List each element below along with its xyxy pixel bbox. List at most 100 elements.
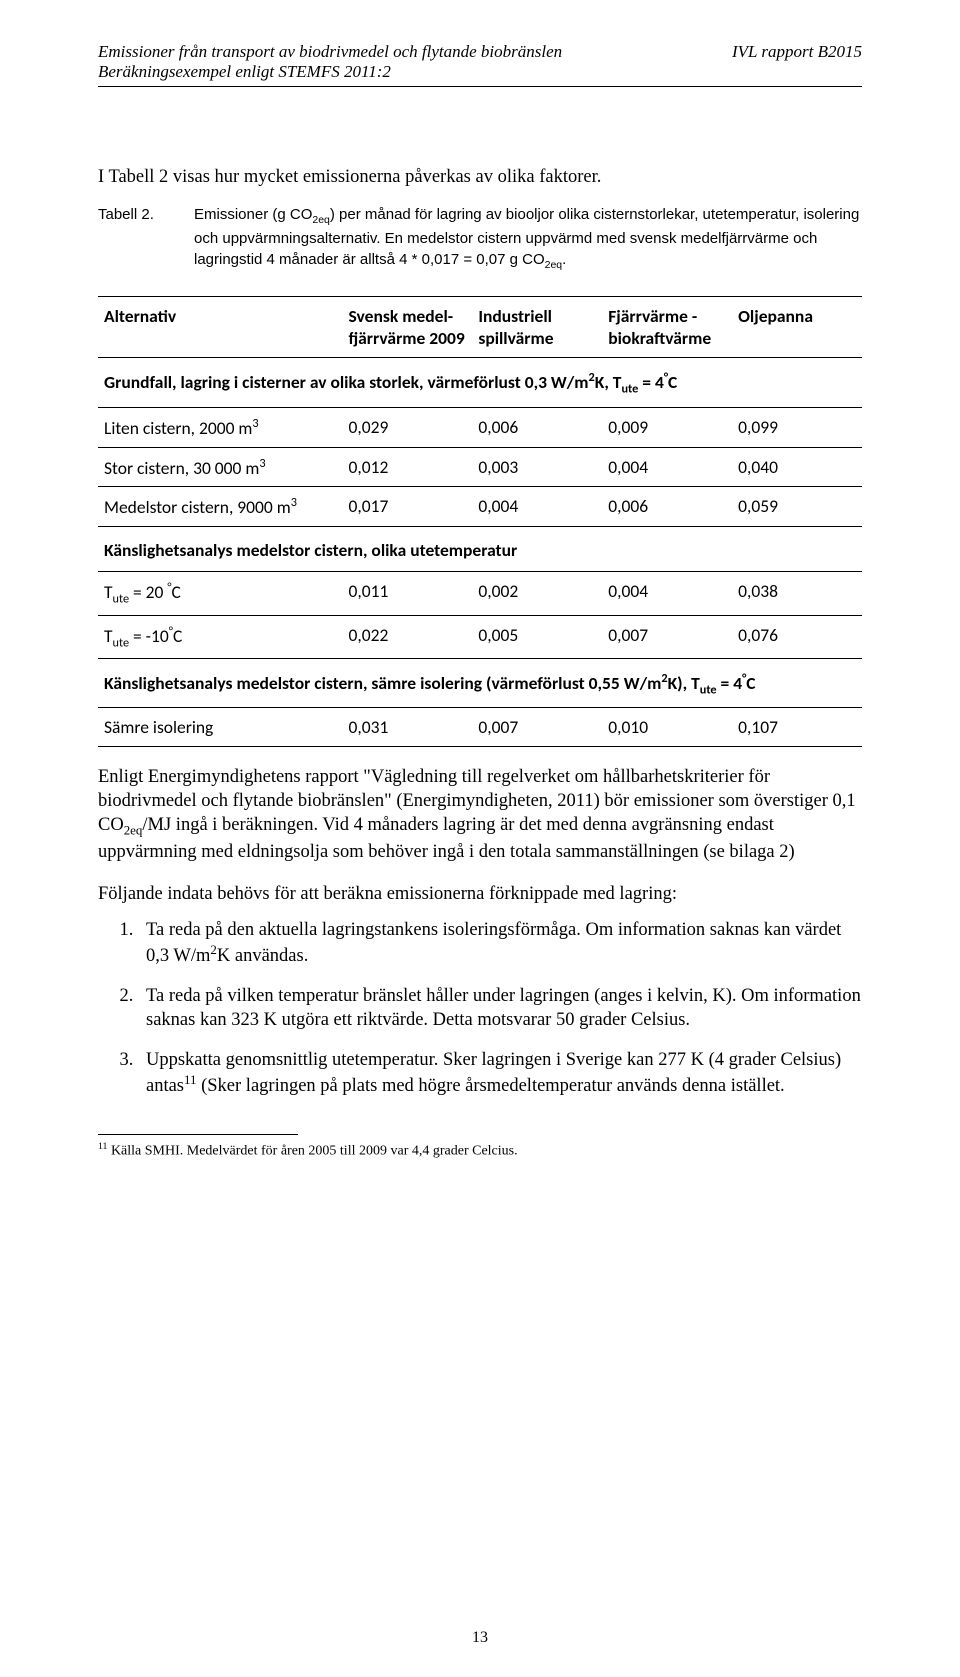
li3sup: 11: [184, 1072, 196, 1087]
r3-v2: 0,004: [472, 487, 602, 527]
r4-v2: 0,002: [472, 572, 602, 615]
th-ind-a: Industriell: [478, 305, 552, 327]
section3-title: Känslighetsanalys medelstor cistern, säm…: [98, 658, 862, 707]
s1a: Grundfall, lagring i cisterner av olika …: [104, 371, 589, 393]
r3-v3: 0,006: [602, 487, 732, 527]
caption-sub1: 2eq: [312, 214, 330, 226]
page: Emissioner från transport av biodrivmede…: [0, 0, 960, 1677]
table-row: Medelstor cistern, 9000 m3 0,017 0,004 0…: [98, 487, 862, 527]
r4a: T: [104, 581, 113, 603]
r3-v1: 0,017: [342, 487, 472, 527]
section-head-1: Grundfall, lagring i cisterner av olika …: [98, 358, 862, 407]
r3-la: Medelstor cistern, 9000 m: [104, 496, 291, 518]
r6-v3: 0,010: [602, 708, 732, 747]
r2-la: Stor cistern, 30 000 m: [104, 456, 259, 478]
s3b: K), T: [668, 672, 700, 694]
s3d: C: [746, 672, 755, 694]
s1sub: ute: [621, 382, 638, 397]
page-number: 13: [0, 1629, 960, 1647]
th-fjarr-a: Fjärrvärme -: [608, 305, 697, 327]
r4b: = 20: [129, 581, 167, 603]
footnote-separator: [98, 1134, 298, 1135]
table-header-row: Alternativ Svensk medel- fjärrvärme 2009…: [98, 297, 862, 358]
th-oljepanna: Oljepanna: [732, 297, 862, 358]
th-fjarr: Fjärrvärme - biokraftvärme: [602, 297, 732, 358]
r2-v2: 0,003: [472, 447, 602, 487]
r2-v4: 0,040: [732, 447, 862, 487]
r5-label: Tute = -10°C: [98, 615, 342, 658]
r6-v4: 0,107: [732, 708, 862, 747]
table-row: Liten cistern, 2000 m3 0,029 0,006 0,009…: [98, 407, 862, 447]
r5a: T: [104, 624, 113, 646]
th-svensk-b: fjärrvärme 2009: [348, 327, 464, 349]
r4-v1: 0,011: [342, 572, 472, 615]
r1-v2: 0,006: [472, 407, 602, 447]
th-svensk: Svensk medel- fjärrvärme 2009: [342, 297, 472, 358]
caption-sub2: 2eq: [545, 259, 563, 271]
r4sub: ute: [113, 592, 130, 607]
th-alternativ: Alternativ: [98, 297, 342, 358]
section2-title: Känslighetsanalys medelstor cistern, oli…: [98, 527, 862, 572]
th-fjarr-b: biokraftvärme: [608, 327, 711, 349]
header-title-line2: Beräkningsexempel enligt STEMFS 2011:2: [98, 62, 562, 82]
th-ind-b: spillvärme: [478, 327, 553, 349]
r1-label: Liten cistern, 2000 m3: [98, 407, 342, 447]
r4-v4: 0,038: [732, 572, 862, 615]
section1-title: Grundfall, lagring i cisterner av olika …: [98, 358, 862, 407]
table-row: Stor cistern, 30 000 m3 0,012 0,003 0,00…: [98, 447, 862, 487]
list-item: Ta reda på den aktuella lagringstankens …: [138, 918, 862, 968]
section-head-3: Känslighetsanalys medelstor cistern, säm…: [98, 658, 862, 707]
r2-v3: 0,004: [602, 447, 732, 487]
r3-label: Medelstor cistern, 9000 m3: [98, 487, 342, 527]
header-left: Emissioner från transport av biodrivmede…: [98, 42, 562, 82]
section-head-2: Känslighetsanalys medelstor cistern, oli…: [98, 527, 862, 572]
li1b: K användas.: [217, 946, 308, 966]
r5-v3: 0,007: [602, 615, 732, 658]
numbered-list: Ta reda på den aktuella lagringstankens …: [98, 918, 862, 1099]
r6-label: Sämre isolering: [98, 708, 342, 747]
r6-v1: 0,031: [342, 708, 472, 747]
r5b: = -10: [129, 624, 169, 646]
r1-la: Liten cistern, 2000 m: [104, 417, 252, 439]
s1b: K, T: [595, 371, 622, 393]
data-table: Alternativ Svensk medel- fjärrvärme 2009…: [98, 296, 862, 747]
list-item: Ta reda på vilken temperatur bränslet hå…: [138, 984, 862, 1032]
th-industriell: Industriell spillvärme: [472, 297, 602, 358]
paragraph-1: Enligt Energimyndighetens rapport "Vägle…: [98, 765, 862, 864]
table-caption: Tabell 2. Emissioner (g CO2eq) per månad…: [98, 204, 862, 272]
r6-v2: 0,007: [472, 708, 602, 747]
s1c: = 4: [638, 371, 664, 393]
th-svensk-a: Svensk medel-: [348, 305, 453, 327]
r4-v3: 0,004: [602, 572, 732, 615]
list-item: Uppskatta genomsnittlig utetemperatur. S…: [138, 1048, 862, 1098]
caption-part-c: .: [562, 251, 566, 268]
s1d: C: [668, 371, 677, 393]
r3-v4: 0,059: [732, 487, 862, 527]
s3a: Känslighetsanalys medelstor cistern, säm…: [104, 672, 661, 694]
header-rule: [98, 86, 862, 87]
r3-sup: 3: [291, 495, 297, 510]
s3c: = 4: [717, 672, 743, 694]
p1sub: 2eq: [124, 823, 143, 838]
footnote-text: Källa SMHI. Medelvärdet för åren 2005 ti…: [107, 1144, 517, 1159]
r2-label: Stor cistern, 30 000 m3: [98, 447, 342, 487]
caption-part-a: Emissioner (g CO: [194, 206, 312, 223]
r2-v1: 0,012: [342, 447, 472, 487]
li3b: (Sker lagringen på plats med högre årsme…: [196, 1076, 784, 1096]
r5-v2: 0,005: [472, 615, 602, 658]
table-row: Sämre isolering 0,031 0,007 0,010 0,107: [98, 708, 862, 747]
paragraph-2: Följande indata behövs för att beräkna e…: [98, 882, 862, 906]
table-row: Tute = -10°C 0,022 0,005 0,007 0,076: [98, 615, 862, 658]
s3sub: ute: [700, 682, 717, 697]
header-title-line1: Emissioner från transport av biodrivmede…: [98, 42, 562, 62]
r5sub: ute: [113, 635, 130, 650]
r2-sup: 3: [259, 456, 265, 471]
r1-v1: 0,029: [342, 407, 472, 447]
r1-v4: 0,099: [732, 407, 862, 447]
r1-v3: 0,009: [602, 407, 732, 447]
r4-label: Tute = 20 °C: [98, 572, 342, 615]
caption-text: Emissioner (g CO2eq) per månad för lagri…: [194, 204, 862, 272]
r5c: C: [173, 624, 182, 646]
r4c: C: [172, 581, 181, 603]
footnote: 11 Källa SMHI. Medelvärdet för åren 2005…: [98, 1141, 862, 1160]
